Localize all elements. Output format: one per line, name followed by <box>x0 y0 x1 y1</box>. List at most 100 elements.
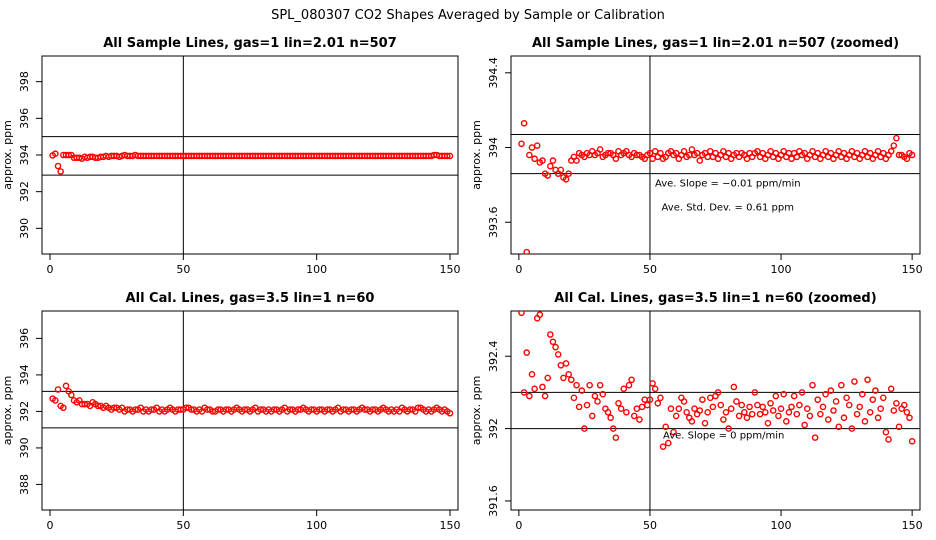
data-point <box>670 428 677 436</box>
data-point <box>651 385 659 393</box>
data-point <box>583 401 591 409</box>
x-tick-label: 150 <box>902 263 923 276</box>
data-point <box>581 425 588 432</box>
data-point <box>793 410 801 418</box>
x-tick-label: 150 <box>440 263 461 276</box>
data-point <box>659 443 667 450</box>
data-point <box>657 394 664 402</box>
data-point <box>720 416 727 423</box>
x-tick-label: 0 <box>47 519 54 532</box>
data-point <box>544 374 552 382</box>
data-point <box>879 394 887 402</box>
data-point <box>714 389 722 396</box>
data-point <box>625 381 633 389</box>
y-tick-label: 392 <box>18 401 31 422</box>
data-point <box>733 398 740 405</box>
data-point <box>549 157 557 164</box>
data-point <box>544 172 552 179</box>
x-tick-label: 100 <box>771 263 792 276</box>
y-tick-label: 392.4 <box>487 340 500 372</box>
data-point <box>696 407 704 414</box>
data-points <box>518 311 916 450</box>
data-point <box>549 338 557 346</box>
data-point <box>861 418 869 425</box>
data-point <box>788 403 795 411</box>
data-point <box>848 425 856 432</box>
data-point <box>52 397 59 404</box>
x-tick-label: 0 <box>47 263 54 276</box>
data-point <box>596 381 604 389</box>
data-point <box>547 331 554 338</box>
data-point <box>573 157 580 164</box>
data-point <box>853 410 861 418</box>
data-point <box>672 412 680 420</box>
y-axis-label: approx. ppm <box>1 120 14 190</box>
y-axis-label: approx. ppm <box>1 376 14 446</box>
data-point <box>54 162 62 170</box>
data-point <box>772 392 780 400</box>
data-point <box>801 421 808 429</box>
data-point <box>57 168 64 175</box>
data-point <box>586 381 593 389</box>
x-tick-label: 0 <box>515 519 522 532</box>
plot-frame <box>510 310 921 511</box>
data-point <box>882 428 890 436</box>
data-point <box>887 147 895 155</box>
data-point <box>764 419 772 427</box>
data-point <box>877 405 884 412</box>
data-point <box>578 387 586 394</box>
data-point <box>533 142 541 149</box>
data-point <box>539 157 546 164</box>
data-point <box>782 418 790 425</box>
data-point <box>657 149 664 157</box>
data-point <box>701 419 709 427</box>
data-point <box>746 403 753 411</box>
data-point <box>856 403 863 411</box>
data-point <box>526 151 533 159</box>
data-point <box>900 401 908 409</box>
data-point <box>591 392 599 400</box>
data-point <box>518 140 525 148</box>
data-point <box>446 409 454 417</box>
data-point <box>541 392 549 400</box>
data-points <box>49 382 454 417</box>
data-point <box>811 434 819 441</box>
y-tick-label: 396 <box>18 108 31 129</box>
data-point <box>654 399 662 407</box>
data-point <box>54 386 62 393</box>
data-point <box>680 147 688 155</box>
data-point <box>68 391 75 399</box>
y-tick-label: 394 <box>18 364 31 385</box>
y-axis-label: approx. ppm <box>470 120 483 190</box>
panel-title: All Sample Lines, gas=1 lin=2.01 n=507 <box>103 36 397 51</box>
data-point <box>730 383 738 391</box>
data-point <box>675 405 683 412</box>
data-point <box>717 401 725 409</box>
data-point <box>446 152 454 160</box>
data-points <box>518 119 916 254</box>
data-point <box>806 412 814 420</box>
data-point <box>840 414 848 422</box>
data-point <box>649 380 656 387</box>
x-tick-label: 50 <box>643 263 657 276</box>
data-point <box>903 155 911 163</box>
data-point <box>531 385 538 393</box>
data-point <box>562 175 570 183</box>
data-point <box>832 398 840 405</box>
data-point <box>644 401 651 409</box>
x-tick-label: 100 <box>771 519 792 532</box>
data-point <box>872 387 879 394</box>
data-point <box>52 150 59 158</box>
annotation-slope: Ave. Slope = −0.01 ppm/min <box>655 179 801 190</box>
data-point <box>536 311 544 318</box>
data-point <box>893 399 900 407</box>
y-tick-label: 393.6 <box>487 206 500 238</box>
data-point <box>547 162 554 170</box>
data-point <box>798 389 806 396</box>
data-point <box>688 418 696 425</box>
y-tick-label: 391.6 <box>487 485 500 517</box>
data-point <box>612 155 620 163</box>
data-point <box>523 349 531 356</box>
